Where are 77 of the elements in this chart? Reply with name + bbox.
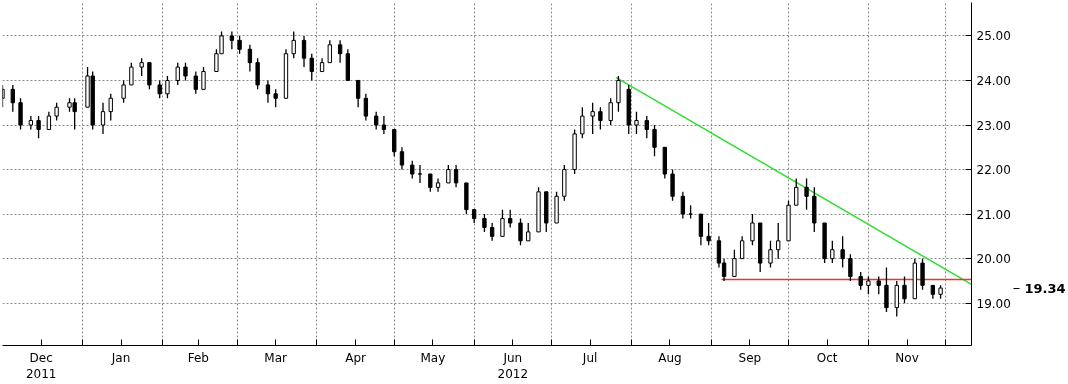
candlestick xyxy=(165,75,170,99)
candlestick xyxy=(100,102,106,135)
candlestick xyxy=(920,257,925,291)
candlestick xyxy=(399,146,405,171)
candlestick xyxy=(698,213,704,246)
candlestick xyxy=(776,222,781,260)
y-tick-label: 23.00 xyxy=(976,118,1011,133)
candlestick xyxy=(301,35,307,68)
candlestick xyxy=(175,61,180,86)
x-tick-label: Jan xyxy=(110,350,131,365)
candlestick xyxy=(652,124,657,157)
candlestick xyxy=(894,280,899,318)
candlestick xyxy=(608,97,613,126)
candlestick xyxy=(291,30,296,59)
x-tick-label: Jul xyxy=(581,350,598,365)
x-tick-label: Dec 2011 xyxy=(25,350,57,382)
candlestick xyxy=(518,217,523,246)
candlestick xyxy=(36,115,41,140)
candlestick xyxy=(309,53,314,82)
candlestick xyxy=(680,191,686,220)
candlestick xyxy=(616,75,621,113)
candlestick xyxy=(739,235,745,260)
candlestick xyxy=(598,106,603,131)
y-tick-label: 25.00 xyxy=(976,29,1011,44)
y-tick-label: 22.00 xyxy=(976,163,1011,178)
candlestick xyxy=(732,249,737,278)
candlestick xyxy=(794,177,799,206)
candlestick xyxy=(392,128,397,157)
candlestick xyxy=(201,66,206,91)
y-tick-label: 21.00 xyxy=(976,207,1011,222)
x-tick-label: Apr xyxy=(345,350,367,365)
candlestick xyxy=(10,84,15,113)
x-tick-label: Aug xyxy=(658,350,682,365)
candlestick xyxy=(580,106,585,140)
candlestick xyxy=(884,266,889,313)
y-tick-label: 24.00 xyxy=(976,73,1011,88)
y-tick-label: 20.00 xyxy=(976,252,1011,267)
candlestick xyxy=(902,275,907,304)
candlestick xyxy=(804,177,809,211)
candlestick xyxy=(229,30,235,50)
candlestick xyxy=(644,115,649,140)
x-tick-label: Oct xyxy=(816,350,838,365)
candlestick xyxy=(840,235,845,269)
x-tick-label: Feb xyxy=(187,350,209,365)
candlestick xyxy=(750,213,755,246)
candlestick xyxy=(363,93,369,122)
candlestick xyxy=(18,97,23,131)
candlestick xyxy=(670,168,675,202)
text: 19.34 xyxy=(1024,280,1066,296)
candlestick xyxy=(327,39,332,64)
candlestick xyxy=(768,240,773,269)
x-tick-label: Sep xyxy=(738,350,762,365)
candlestick xyxy=(129,61,134,86)
candlestick xyxy=(121,79,126,104)
y-tick-label: 19.00 xyxy=(976,296,1011,311)
candlestick xyxy=(381,115,387,135)
candlestick xyxy=(265,79,271,104)
x-tick-label: Nov xyxy=(895,350,919,365)
candlestick xyxy=(337,39,343,64)
candlestick xyxy=(355,79,361,108)
candlestick xyxy=(634,110,639,135)
candlestick xyxy=(706,222,711,246)
candlestick xyxy=(830,240,835,264)
candlestick xyxy=(147,61,152,91)
x-tick-label: Jun 2012 xyxy=(497,350,529,382)
candlestick xyxy=(500,208,505,238)
candlestick xyxy=(247,44,253,73)
candlestick xyxy=(435,177,441,193)
x-tick-label: May xyxy=(420,350,446,365)
candlestick xyxy=(453,164,459,189)
x-tick-label: Mar xyxy=(264,350,288,365)
candlestick xyxy=(193,70,198,95)
candlestick xyxy=(255,57,260,91)
candlestick xyxy=(848,253,853,282)
candlestick xyxy=(417,164,423,184)
candlestick xyxy=(108,93,113,122)
candlestick xyxy=(590,102,595,135)
